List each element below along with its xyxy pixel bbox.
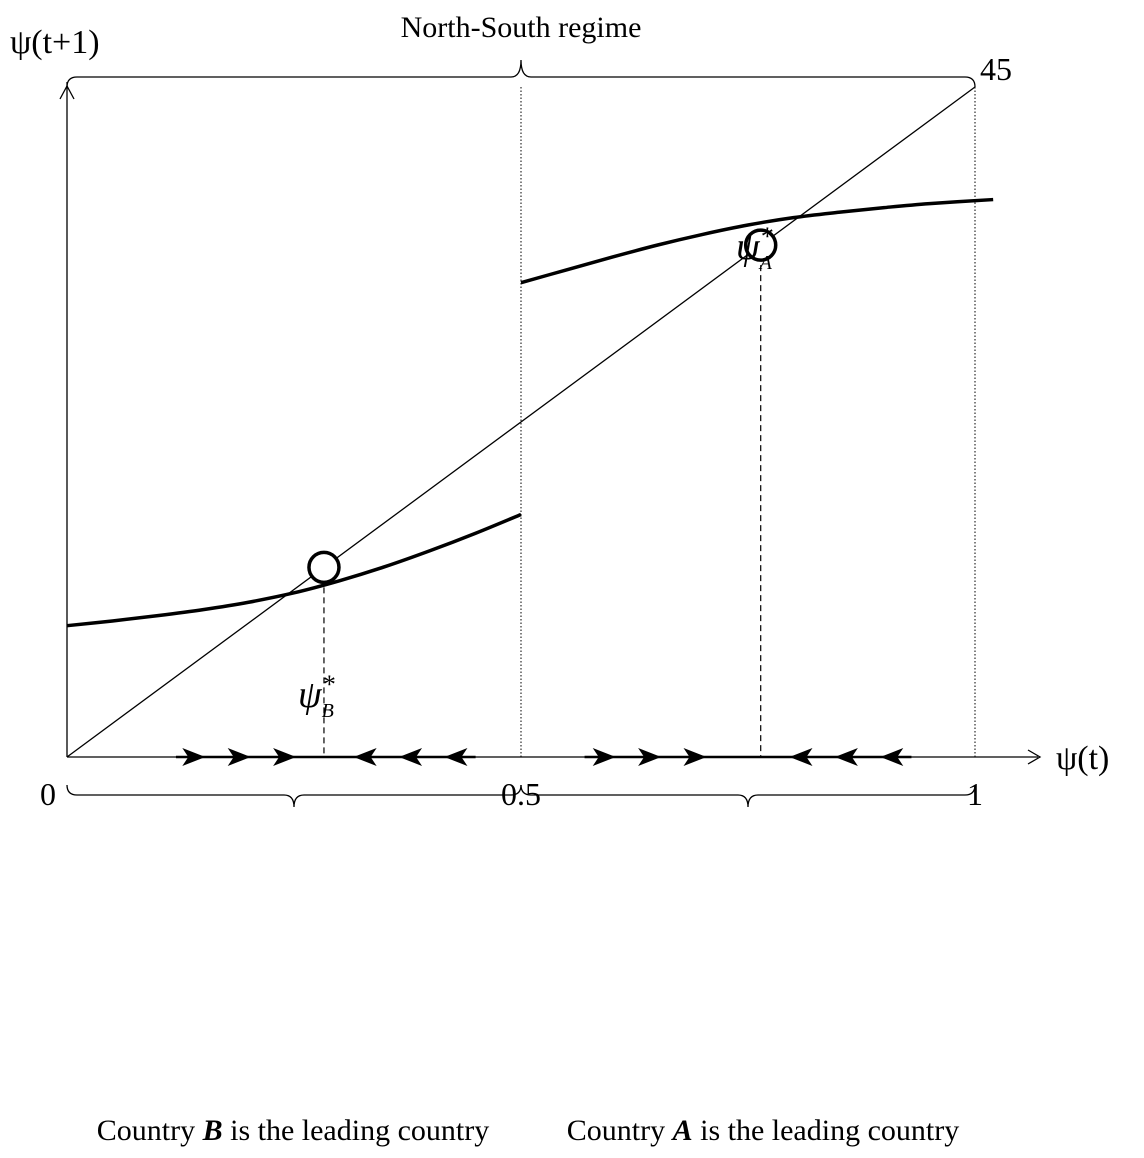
curves-group [66,197,994,628]
eq-b-subscript: B [322,700,334,722]
country-a-leading-label: Country A is the leading country [567,1114,959,1147]
eq-b-psi: ψ [298,674,323,716]
bottom-brace-country-b [66,784,522,808]
eq-a-subscript: A [758,252,773,274]
x-tick-label-1: 1 [967,776,983,812]
equilibrium-a-marker [743,228,778,262]
country-b-post: is the leading country [223,1114,490,1147]
y-axis-label: ψ(t+1) [10,24,100,61]
country-b-leading-label: Country B is the leading country [97,1114,489,1147]
eq-b-star: * [322,670,335,699]
country-b-pre: Country [97,1114,203,1147]
equilibrium-b-marker [307,550,341,585]
map-curve-country-b [66,512,522,628]
eq-a-psi: ψ [736,226,761,268]
diagonal-group [66,86,976,758]
equilibrium-a-label: ψ* A [736,222,773,274]
diagonal-line [66,86,976,758]
x-axis-label: ψ(t) [1056,740,1109,777]
top-brace [66,59,976,88]
dynamics-arrows [175,748,912,766]
north-south-regime-label: North-South regime [401,11,642,44]
equilibrium-b-label: ψ* B [298,670,335,722]
x-axis-arrowhead [1027,749,1042,765]
braces-group [66,59,976,808]
eq-a-star: * [760,222,773,251]
x-tick-label-0-5: 0.5 [501,776,541,812]
equilibria-group [307,228,778,757]
country-a-pre: Country [567,1114,673,1147]
map-curve-country-a [520,197,994,285]
x-tick-label-0: 0 [40,776,56,812]
bottom-brace-country-a [520,784,976,808]
labels-group: ψ(t+1) ψ(t) 45 0 0.5 1 North-South regim… [10,11,1109,1147]
country-b-letter: B [202,1114,223,1147]
axes-group [59,82,1042,765]
country-a-letter: A [671,1114,693,1147]
diagonal-label: 45 [980,51,1012,87]
guide-lines [520,87,976,757]
country-a-post: is the leading country [693,1114,960,1147]
